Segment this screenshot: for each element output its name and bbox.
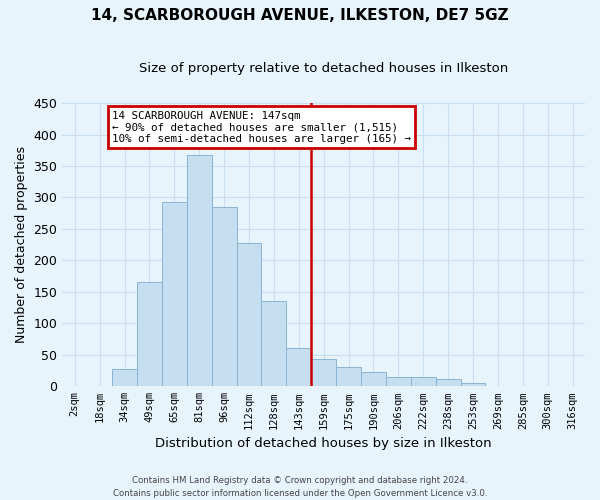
Bar: [187, 154, 212, 386]
Text: 14, SCARBOROUGH AVENUE, ILKESTON, DE7 5GZ: 14, SCARBOROUGH AVENUE, ILKESTON, DE7 5G…: [91, 8, 509, 22]
Text: Contains HM Land Registry data © Crown copyright and database right 2024.
Contai: Contains HM Land Registry data © Crown c…: [113, 476, 487, 498]
Bar: [137, 282, 162, 387]
Bar: [461, 383, 485, 386]
Y-axis label: Number of detached properties: Number of detached properties: [15, 146, 28, 343]
Bar: [236, 243, 262, 386]
Text: 14 SCARBOROUGH AVENUE: 147sqm
← 90% of detached houses are smaller (1,515)
10% o: 14 SCARBOROUGH AVENUE: 147sqm ← 90% of d…: [112, 110, 411, 144]
Bar: [361, 372, 386, 386]
Bar: [386, 378, 411, 386]
Bar: [336, 368, 361, 386]
Bar: [311, 359, 336, 386]
X-axis label: Distribution of detached houses by size in Ilkeston: Distribution of detached houses by size …: [155, 437, 492, 450]
Bar: [436, 379, 461, 386]
Bar: [411, 377, 436, 386]
Bar: [162, 202, 187, 386]
Bar: [262, 300, 286, 386]
Bar: [286, 348, 311, 387]
Bar: [212, 207, 236, 386]
Bar: [112, 368, 137, 386]
Title: Size of property relative to detached houses in Ilkeston: Size of property relative to detached ho…: [139, 62, 508, 76]
